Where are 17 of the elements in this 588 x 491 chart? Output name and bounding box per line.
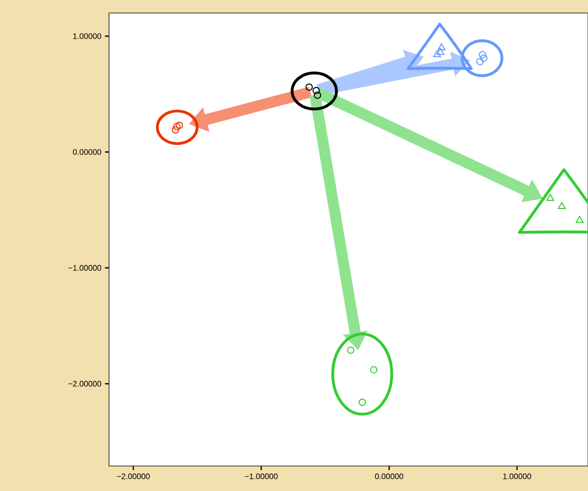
point: [558, 202, 566, 209]
point: [433, 50, 442, 58]
point: [314, 92, 322, 99]
point: [436, 48, 444, 55]
point: [172, 126, 180, 134]
point: [480, 54, 488, 62]
point: [476, 58, 484, 66]
point: [312, 86, 320, 94]
point: [358, 398, 366, 406]
point: [438, 43, 446, 50]
point: [478, 51, 486, 58]
point: [173, 122, 180, 130]
point: [546, 194, 554, 201]
point: [305, 83, 313, 91]
point: [370, 366, 378, 374]
point: [176, 122, 184, 130]
point: [576, 216, 584, 223]
